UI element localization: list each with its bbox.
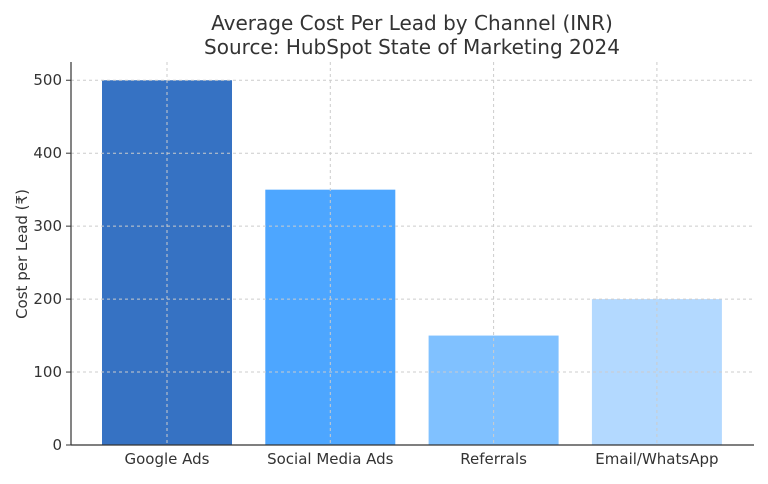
y-tick-label: 500 (33, 71, 62, 89)
y-tick-label: 400 (33, 144, 62, 162)
y-axis-label: Cost per Lead (₹) (13, 189, 31, 319)
y-tick-label: 0 (52, 436, 62, 454)
x-tick-label: Google Ads (125, 450, 210, 468)
chart-title: Average Cost Per Lead by Channel (INR) (211, 11, 613, 35)
x-tick-label: Referrals (460, 450, 527, 468)
x-tick-label: Social Media Ads (267, 450, 394, 468)
y-tick-label: 300 (33, 217, 62, 235)
y-tick-label: 200 (33, 290, 62, 308)
chart-subtitle: Source: HubSpot State of Marketing 2024 (204, 35, 620, 59)
x-tick-label: Email/WhatsApp (595, 450, 718, 468)
y-tick-label: 100 (33, 363, 62, 381)
bar (428, 335, 559, 445)
